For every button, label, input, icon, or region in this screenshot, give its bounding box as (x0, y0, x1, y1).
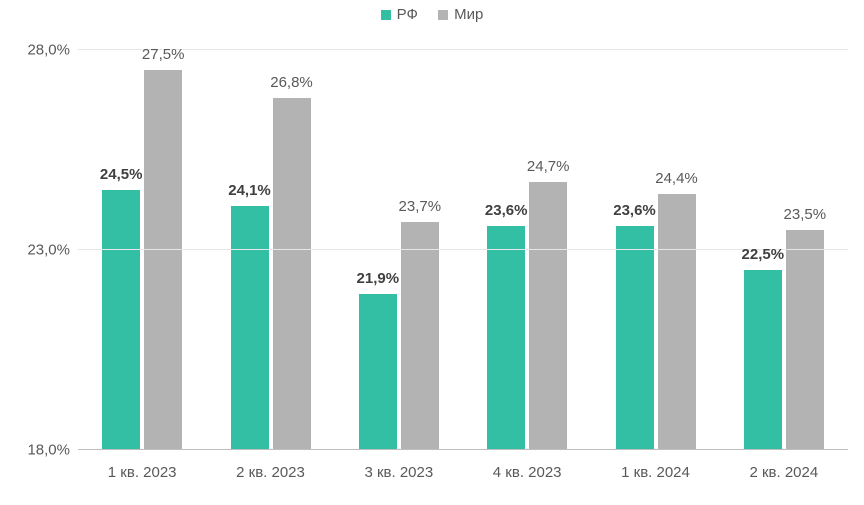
bar-mir (401, 222, 439, 450)
gridline (78, 449, 848, 450)
value-label-mir: 24,7% (527, 158, 570, 175)
bars-layer (78, 50, 848, 450)
bar-rf (487, 226, 525, 450)
y-tick-label: 28,0% (10, 42, 70, 59)
value-label-mir: 24,4% (655, 170, 698, 187)
value-label-rf: 21,9% (357, 270, 400, 287)
bar-rf (616, 226, 654, 450)
bar-rf (359, 294, 397, 450)
legend-label-mir: Мир (454, 6, 483, 23)
x-tick-label: 2 кв. 2023 (236, 464, 305, 481)
legend-item-mir: Мир (438, 6, 483, 23)
gridline (78, 49, 848, 50)
bar-mir (144, 70, 182, 450)
x-tick-label: 2 кв. 2024 (749, 464, 818, 481)
plot-area (78, 50, 848, 450)
x-tick-label: 1 кв. 2024 (621, 464, 690, 481)
legend-label-rf: РФ (397, 6, 418, 23)
x-tick-label: 1 кв. 2023 (108, 464, 177, 481)
legend-item-rf: РФ (381, 6, 418, 23)
value-label-mir: 27,5% (142, 46, 185, 63)
legend: РФ Мир (0, 6, 864, 24)
bar-rf (102, 190, 140, 450)
bar-mir (658, 194, 696, 450)
bar-rf (231, 206, 269, 450)
x-tick-label: 3 кв. 2023 (364, 464, 433, 481)
value-label-mir: 23,7% (399, 198, 442, 215)
bar-mir (786, 230, 824, 450)
gridline (78, 249, 848, 250)
value-label-mir: 26,8% (270, 74, 313, 91)
chart-container: РФ Мир 18,0% 23,0% 28,0% 24,5% 27,5% 1 кв. 20… (0, 0, 864, 505)
value-label-rf: 24,5% (100, 166, 143, 183)
bar-mir (273, 98, 311, 450)
value-label-rf: 23,6% (613, 202, 656, 219)
value-label-rf: 23,6% (485, 202, 528, 219)
bar-rf (744, 270, 782, 450)
bar-mir (529, 182, 567, 450)
value-label-rf: 24,1% (228, 182, 271, 199)
value-label-mir: 23,5% (784, 206, 827, 223)
y-tick-label: 23,0% (10, 242, 70, 259)
legend-swatch-mir (438, 10, 448, 20)
x-tick-label: 4 кв. 2023 (493, 464, 562, 481)
y-tick-label: 18,0% (10, 442, 70, 459)
legend-swatch-rf (381, 10, 391, 20)
value-label-rf: 22,5% (742, 246, 785, 263)
